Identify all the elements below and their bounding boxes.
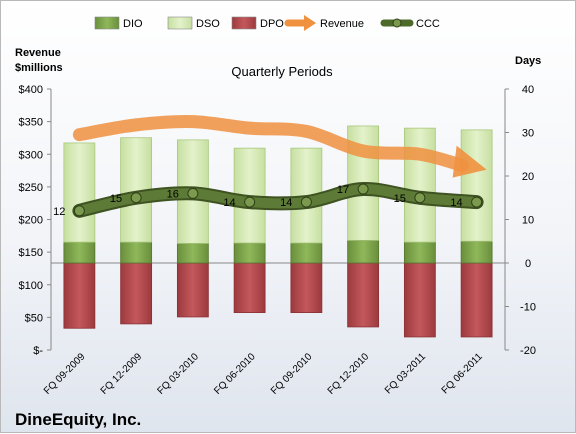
left-axis-ticks: $400 $350 $300 $250 $200 $150 $100 $50 $- (19, 84, 51, 357)
bar-dio (347, 239, 380, 264)
legend-label-ccc: CCC (416, 18, 440, 30)
right-tick-label: 40 (522, 84, 534, 96)
bar-dio (460, 240, 493, 264)
ccc-point (130, 192, 142, 204)
right-tick-label: 10 (522, 215, 534, 227)
left-tick-label: $150 (19, 247, 43, 259)
bar-dpo (233, 262, 266, 313)
left-tick-label: $200 (19, 215, 43, 227)
chart-title: Quarterly Periods (231, 64, 333, 79)
left-tick-label: $50 (25, 312, 43, 324)
x-tick-label: FQ 06-2011 (440, 351, 485, 396)
ccc-data-label: 16 (167, 188, 179, 200)
left-tick-label: $250 (19, 182, 43, 194)
ccc-point (244, 196, 256, 208)
x-tick-label: FQ 12-2009 (99, 351, 145, 397)
right-tick-label: 20 (522, 171, 534, 183)
legend-swatch-dpo (231, 16, 257, 30)
revenue-line (72, 115, 470, 173)
ccc-data-label: 17 (337, 184, 349, 196)
x-tick-label: FQ 03-2011 (383, 351, 428, 396)
bar-dpo (63, 262, 96, 329)
x-tick-label: FQ 09-2010 (269, 351, 315, 397)
x-tick-label: FQ 06-2010 (212, 351, 258, 397)
left-axis-title-line2: $millions (15, 62, 63, 74)
company-name: DineEquity, Inc. (15, 410, 141, 429)
bar-dso (403, 127, 436, 243)
bar-dpo (290, 262, 323, 313)
ccc-data-label: 12 (53, 206, 65, 218)
legend-label-revenue: Revenue (320, 18, 364, 30)
legend-swatch-revenue-head (304, 15, 316, 31)
bar-dio (63, 241, 96, 264)
x-tick-label: FQ 09-2009 (42, 351, 88, 397)
bar-dpo (460, 262, 493, 338)
ccc-data-label: 14 (280, 197, 292, 209)
bar-dso (63, 142, 96, 243)
ccc-point (187, 187, 199, 199)
legend-label-dso: DSO (196, 18, 220, 30)
right-axis-title: Days (515, 55, 541, 67)
right-tick-label: -20 (520, 345, 536, 357)
right-axis-ticks: 40 30 20 10 0 -10 -20 (505, 84, 536, 357)
left-tick-label: $100 (19, 280, 43, 292)
bar-dpo (403, 262, 436, 338)
lines: 12 15 16 14 14 17 15 14 (53, 115, 487, 218)
ccc-data-label: 14 (450, 197, 462, 209)
right-tick-label: 0 (525, 258, 531, 270)
x-tick-label: FQ 12-2010 (326, 351, 372, 397)
bar-dso (460, 129, 493, 242)
ccc-point (73, 205, 85, 217)
left-tick-label: $400 (19, 84, 43, 96)
revenue-arrowhead (452, 145, 487, 178)
bar-dpo (176, 262, 209, 318)
ccc-data-label: 15 (394, 193, 406, 205)
legend-swatch-dio (94, 16, 120, 30)
bar-dpo (120, 262, 153, 325)
ccc-point (471, 196, 483, 208)
bar-dio (120, 241, 153, 264)
right-tick-label: 30 (522, 128, 534, 140)
left-tick-label: $350 (19, 117, 43, 129)
ccc-point (357, 183, 369, 195)
legend-swatch-ccc-dot (392, 18, 402, 28)
x-axis-labels: FQ 09-2009 FQ 12-2009 FQ 03-2010 FQ 06-2010… (42, 351, 485, 397)
left-axis-title-line1: Revenue (15, 47, 61, 59)
x-tick-label: FQ 03-2010 (155, 351, 201, 397)
legend: DIO DSO DPO Revenue CCC (94, 15, 440, 31)
bar-dio (176, 243, 209, 264)
ccc-point (414, 192, 426, 204)
right-tick-label: -10 (520, 302, 536, 314)
bars (63, 125, 493, 338)
left-tick-label: $300 (19, 149, 43, 161)
ccc-point (300, 196, 312, 208)
ccc-data-label: 14 (223, 197, 235, 209)
legend-label-dio: DIO (123, 18, 143, 30)
bar-dio (403, 241, 436, 264)
bar-dpo (347, 262, 380, 328)
bar-dio (233, 242, 266, 264)
left-tick-label: $- (33, 345, 43, 357)
legend-swatch-dso (167, 16, 193, 30)
ccc-data-label: 15 (110, 193, 122, 205)
legend-label-dpo: DPO (260, 18, 284, 30)
bar-dio (290, 242, 323, 264)
